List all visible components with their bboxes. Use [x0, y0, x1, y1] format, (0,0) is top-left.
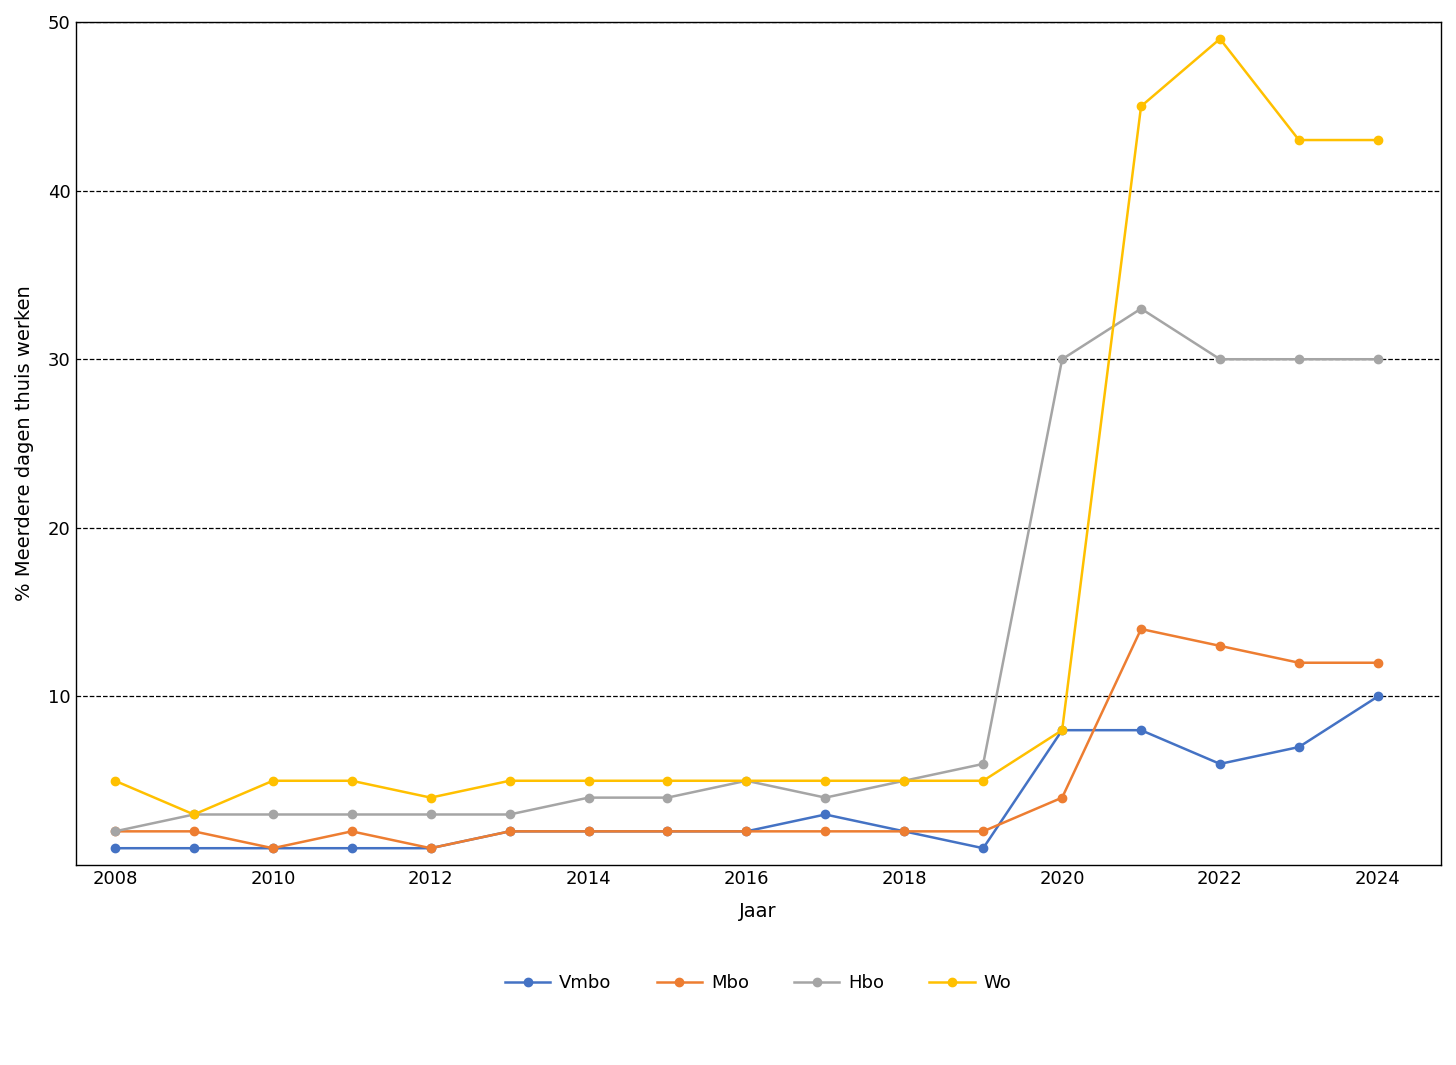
Hbo: [1133, 302, 1150, 315]
Mbo: [974, 825, 992, 838]
Vmbo: [185, 841, 202, 854]
Vmbo: [106, 841, 124, 854]
Hbo: [1211, 353, 1229, 365]
Wo: [1290, 133, 1307, 146]
Wo: [1133, 100, 1150, 113]
Hbo: [1290, 353, 1307, 365]
Hbo: [1053, 353, 1070, 365]
Vmbo: [344, 841, 361, 854]
Vmbo: [1211, 757, 1229, 770]
Vmbo: [1133, 724, 1150, 737]
Vmbo: [501, 825, 518, 838]
Wo: [185, 808, 202, 821]
Y-axis label: % Meerdere dagen thuis werken: % Meerdere dagen thuis werken: [15, 285, 33, 602]
Wo: [264, 774, 281, 787]
Hbo: [106, 825, 124, 838]
Wo: [658, 774, 676, 787]
Mbo: [895, 825, 913, 838]
Hbo: [974, 757, 992, 770]
Wo: [501, 774, 518, 787]
Legend: Vmbo, Mbo, Hbo, Wo: Vmbo, Mbo, Hbo, Wo: [498, 967, 1019, 999]
Mbo: [1369, 656, 1386, 669]
Vmbo: [738, 825, 756, 838]
Vmbo: [264, 841, 281, 854]
Wo: [895, 774, 913, 787]
Mbo: [658, 825, 676, 838]
Wo: [738, 774, 756, 787]
Mbo: [106, 825, 124, 838]
Hbo: [817, 791, 834, 804]
Vmbo: [579, 825, 597, 838]
Wo: [1053, 724, 1070, 737]
X-axis label: Jaar: Jaar: [740, 902, 778, 921]
Line: Mbo: Mbo: [111, 625, 1382, 852]
Mbo: [264, 841, 281, 854]
Mbo: [185, 825, 202, 838]
Mbo: [501, 825, 518, 838]
Mbo: [1290, 656, 1307, 669]
Vmbo: [1053, 724, 1070, 737]
Mbo: [738, 825, 756, 838]
Hbo: [895, 774, 913, 787]
Mbo: [579, 825, 597, 838]
Vmbo: [974, 841, 992, 854]
Vmbo: [422, 841, 440, 854]
Mbo: [1133, 623, 1150, 636]
Vmbo: [895, 825, 913, 838]
Mbo: [344, 825, 361, 838]
Hbo: [185, 808, 202, 821]
Mbo: [1211, 639, 1229, 652]
Line: Hbo: Hbo: [111, 305, 1382, 836]
Wo: [579, 774, 597, 787]
Vmbo: [1369, 690, 1386, 703]
Hbo: [422, 808, 440, 821]
Wo: [1369, 133, 1386, 146]
Line: Vmbo: Vmbo: [111, 692, 1382, 852]
Wo: [974, 774, 992, 787]
Line: Wo: Wo: [111, 35, 1382, 819]
Hbo: [738, 774, 756, 787]
Mbo: [422, 841, 440, 854]
Mbo: [1053, 791, 1070, 804]
Mbo: [817, 825, 834, 838]
Wo: [817, 774, 834, 787]
Wo: [106, 774, 124, 787]
Vmbo: [1290, 740, 1307, 753]
Wo: [422, 791, 440, 804]
Hbo: [1369, 353, 1386, 365]
Hbo: [264, 808, 281, 821]
Hbo: [344, 808, 361, 821]
Hbo: [501, 808, 518, 821]
Vmbo: [817, 808, 834, 821]
Hbo: [658, 791, 676, 804]
Wo: [344, 774, 361, 787]
Vmbo: [658, 825, 676, 838]
Wo: [1211, 32, 1229, 45]
Hbo: [579, 791, 597, 804]
